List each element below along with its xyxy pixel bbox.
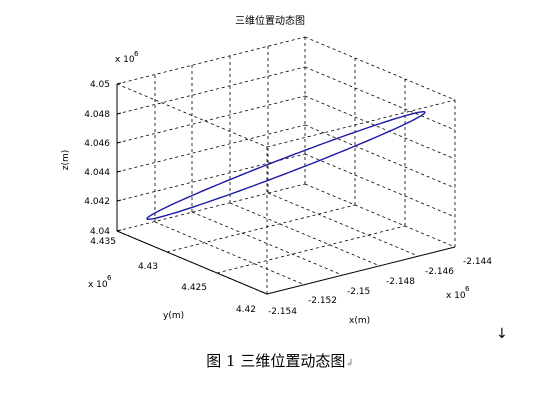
gridline (116, 153, 306, 202)
y-axis-label: y(m) (163, 311, 184, 321)
figure-caption: 图 1 三维位置动态图↲ (206, 352, 353, 370)
gridline (116, 124, 306, 173)
gridline (166, 204, 356, 253)
gridline (304, 153, 456, 218)
gridline (304, 183, 456, 248)
y-axis-line (116, 230, 268, 295)
gridline (229, 202, 381, 267)
y-multiplier: x 10 (88, 280, 108, 290)
y-tick-label: 4.425 (181, 283, 207, 293)
x-tick-label: -2.15 (347, 287, 370, 297)
z-multiplier: x 10 (115, 55, 135, 65)
x-tick-label: -2.152 (308, 296, 337, 306)
x-tick-label: -2.146 (425, 267, 454, 277)
x-tick-label: -2.154 (268, 307, 297, 317)
z-tick-mark (116, 82, 122, 85)
gridline (304, 66, 456, 131)
z-tick-mark (116, 170, 122, 173)
z-tick-label: 4.042 (84, 197, 110, 207)
z-tick-labels: 4.05 4.048 4.046 4.044 4.042 4.04 (84, 80, 110, 237)
x-axis-label: x(m) (349, 316, 370, 326)
x-tick-label: -2.148 (386, 277, 415, 287)
grid-lines (116, 36, 456, 295)
gridline (266, 99, 456, 148)
gridline (304, 36, 456, 101)
x-exponent: 6 (465, 285, 470, 293)
z-tick-mark (116, 229, 122, 232)
gridline (116, 36, 306, 85)
x-axis-line (266, 246, 456, 295)
x-tick-label: -2.144 (463, 257, 492, 267)
z-tick-label: 4.04 (90, 227, 110, 237)
z-axis-label: z(m) (61, 150, 71, 171)
x-tick-labels: -2.154 -2.152 -2.15 -2.148 -2.146 -2.144 (268, 257, 492, 317)
y-exponent: 6 (107, 274, 112, 282)
gridline (304, 124, 456, 189)
side-mark: ↓ (496, 326, 508, 342)
z-tick-label: 4.046 (84, 139, 110, 149)
axes (116, 82, 456, 295)
y-tick-labels: 4.435 4.43 4.425 4.42 (90, 237, 256, 315)
z-tick-label: 4.048 (84, 110, 110, 120)
z-tick-label: 4.044 (84, 168, 110, 178)
gridline (116, 95, 306, 144)
gridline (116, 66, 306, 115)
trajectory-curve (146, 111, 426, 220)
x-multiplier: x 10 (446, 291, 466, 301)
gridline (216, 225, 406, 274)
z-tick-mark (116, 112, 122, 115)
gridline (267, 192, 419, 257)
z-tick-label: 4.05 (90, 80, 110, 90)
z-tick-mark (116, 199, 122, 202)
chart-title: 三维位置动态图 (235, 14, 305, 27)
y-tick-label: 4.42 (236, 305, 256, 315)
y-tick-label: 4.43 (138, 262, 158, 272)
z-exponent: 6 (134, 50, 139, 58)
y-tick-label: 4.435 (90, 237, 116, 247)
gridline (154, 221, 306, 286)
gridline (116, 183, 306, 232)
z-tick-mark (116, 141, 122, 144)
